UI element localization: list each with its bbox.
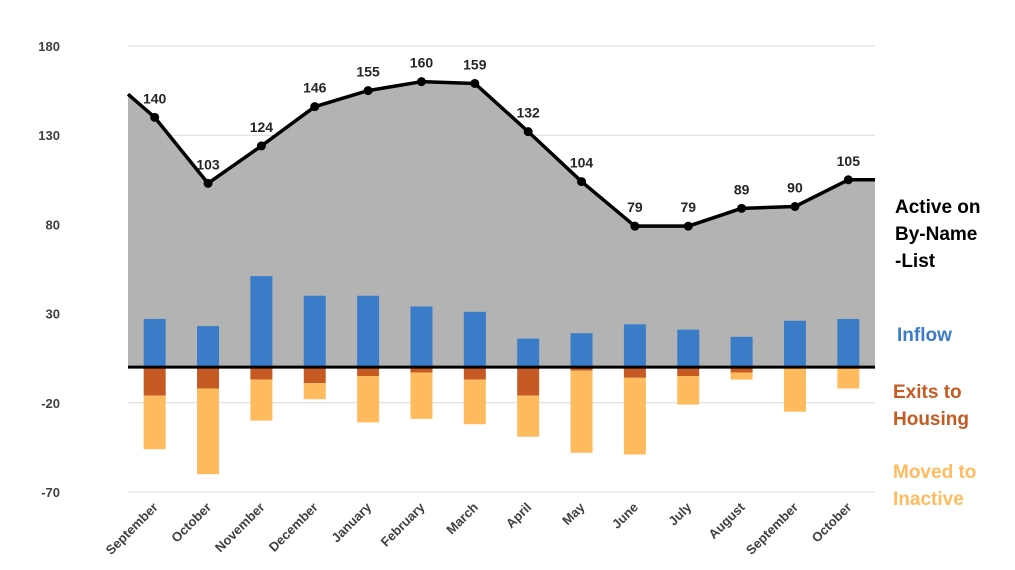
data-label: 105 (837, 153, 861, 169)
active-point (684, 222, 693, 231)
chart: 180 130 80 30 -20 -70 140 103 124 146 155 160 159 13… (0, 0, 1015, 570)
active-point (364, 86, 373, 95)
legend-inflow: Inflow (897, 325, 952, 346)
x-tick-label: October (809, 500, 855, 546)
y-tick-label: 180 (38, 39, 60, 54)
inactive-bar (304, 383, 326, 399)
x-tick-label: March (443, 499, 481, 537)
active-point (470, 79, 479, 88)
data-label: 79 (627, 199, 643, 215)
legend-inactive-line-2: Inactive (893, 489, 964, 510)
inflow-bar (410, 306, 432, 367)
inactive-bar (250, 380, 272, 421)
inactive-bar (144, 396, 166, 450)
y-tick-label: -70 (41, 485, 60, 500)
exits-bar (517, 367, 539, 396)
x-tick-label: September (103, 500, 161, 558)
x-tick-label: May (559, 499, 588, 528)
x-tick-label: April (503, 500, 535, 532)
legend-exits-line-2: Housing (893, 409, 969, 430)
data-label: 103 (196, 156, 220, 172)
active-area (128, 82, 875, 367)
inactive-bar (357, 376, 379, 422)
data-label: 79 (680, 199, 696, 215)
active-point (417, 77, 426, 86)
data-label: 90 (787, 180, 803, 196)
active-point (737, 204, 746, 213)
y-axis-ticks: 180 130 80 30 -20 -70 (38, 39, 60, 500)
x-tick-label: October (168, 500, 214, 546)
active-point (150, 113, 159, 122)
active-point (577, 177, 586, 186)
active-point (310, 102, 319, 111)
legend-inactive-line-1: Moved to (893, 462, 976, 483)
x-tick-label: February (378, 499, 428, 549)
x-tick-label: November (212, 500, 268, 556)
inflow-bar (357, 296, 379, 367)
y-tick-label: -20 (41, 396, 60, 411)
data-label: 132 (516, 105, 540, 121)
x-tick-label: June (609, 500, 641, 532)
inflow-bar (784, 321, 806, 367)
active-point (630, 222, 639, 231)
data-label: 159 (463, 56, 487, 72)
legend-active-line-1: Active on (895, 197, 981, 218)
exits-bar (304, 367, 326, 383)
x-tick-label: August (705, 499, 748, 542)
inflow-bar (197, 326, 219, 367)
y-tick-label: 80 (46, 217, 60, 232)
inflow-bar (464, 312, 486, 367)
legend-active-line-2: By-Name (895, 224, 977, 245)
data-label: 146 (303, 80, 327, 96)
y-tick-label: 130 (38, 128, 60, 143)
inflow-bar (624, 324, 646, 367)
inflow-bar (144, 319, 166, 367)
active-point (790, 202, 799, 211)
inflow-bar (250, 276, 272, 367)
legend-active-line-3: -List (895, 251, 936, 272)
exits-bar (144, 367, 166, 396)
inactive-bar (624, 378, 646, 455)
exits-bar (197, 367, 219, 388)
inactive-bar (464, 380, 486, 425)
inflow-bar (517, 339, 539, 368)
inflow-bar (677, 330, 699, 367)
inflow-bar (837, 319, 859, 367)
active-area-fill (128, 82, 875, 367)
active-point (204, 179, 213, 188)
x-tick-label: September (743, 500, 801, 558)
y-tick-label: 30 (46, 307, 60, 322)
exits-bar (464, 367, 486, 379)
data-label: 140 (143, 90, 167, 106)
exits-bar (250, 367, 272, 379)
active-point (257, 141, 266, 150)
inactive-bar (410, 372, 432, 418)
data-label: 104 (570, 155, 594, 171)
inflow-bar (571, 333, 593, 367)
legend: Active on By-Name -List Inflow Exits to … (893, 197, 981, 510)
inactive-bar (731, 372, 753, 379)
inactive-bar (837, 367, 859, 388)
inactive-bar (784, 367, 806, 412)
inactive-bar (197, 389, 219, 475)
data-label: 89 (734, 181, 750, 197)
exits-bar (624, 367, 646, 378)
active-point (524, 127, 533, 136)
inactive-bar (677, 376, 699, 405)
data-label: 160 (410, 55, 434, 71)
x-tick-label: July (665, 499, 695, 529)
x-tick-label: December (266, 500, 321, 555)
inflow-bar (731, 337, 753, 367)
x-tick-label: January (328, 499, 374, 545)
legend-exits-line-1: Exits to (893, 382, 962, 403)
inactive-bar (517, 396, 539, 437)
inactive-bar (571, 371, 593, 453)
data-label: 155 (356, 64, 380, 80)
data-label: 124 (250, 119, 274, 135)
inflow-bar (304, 296, 326, 367)
active-point (844, 175, 853, 184)
